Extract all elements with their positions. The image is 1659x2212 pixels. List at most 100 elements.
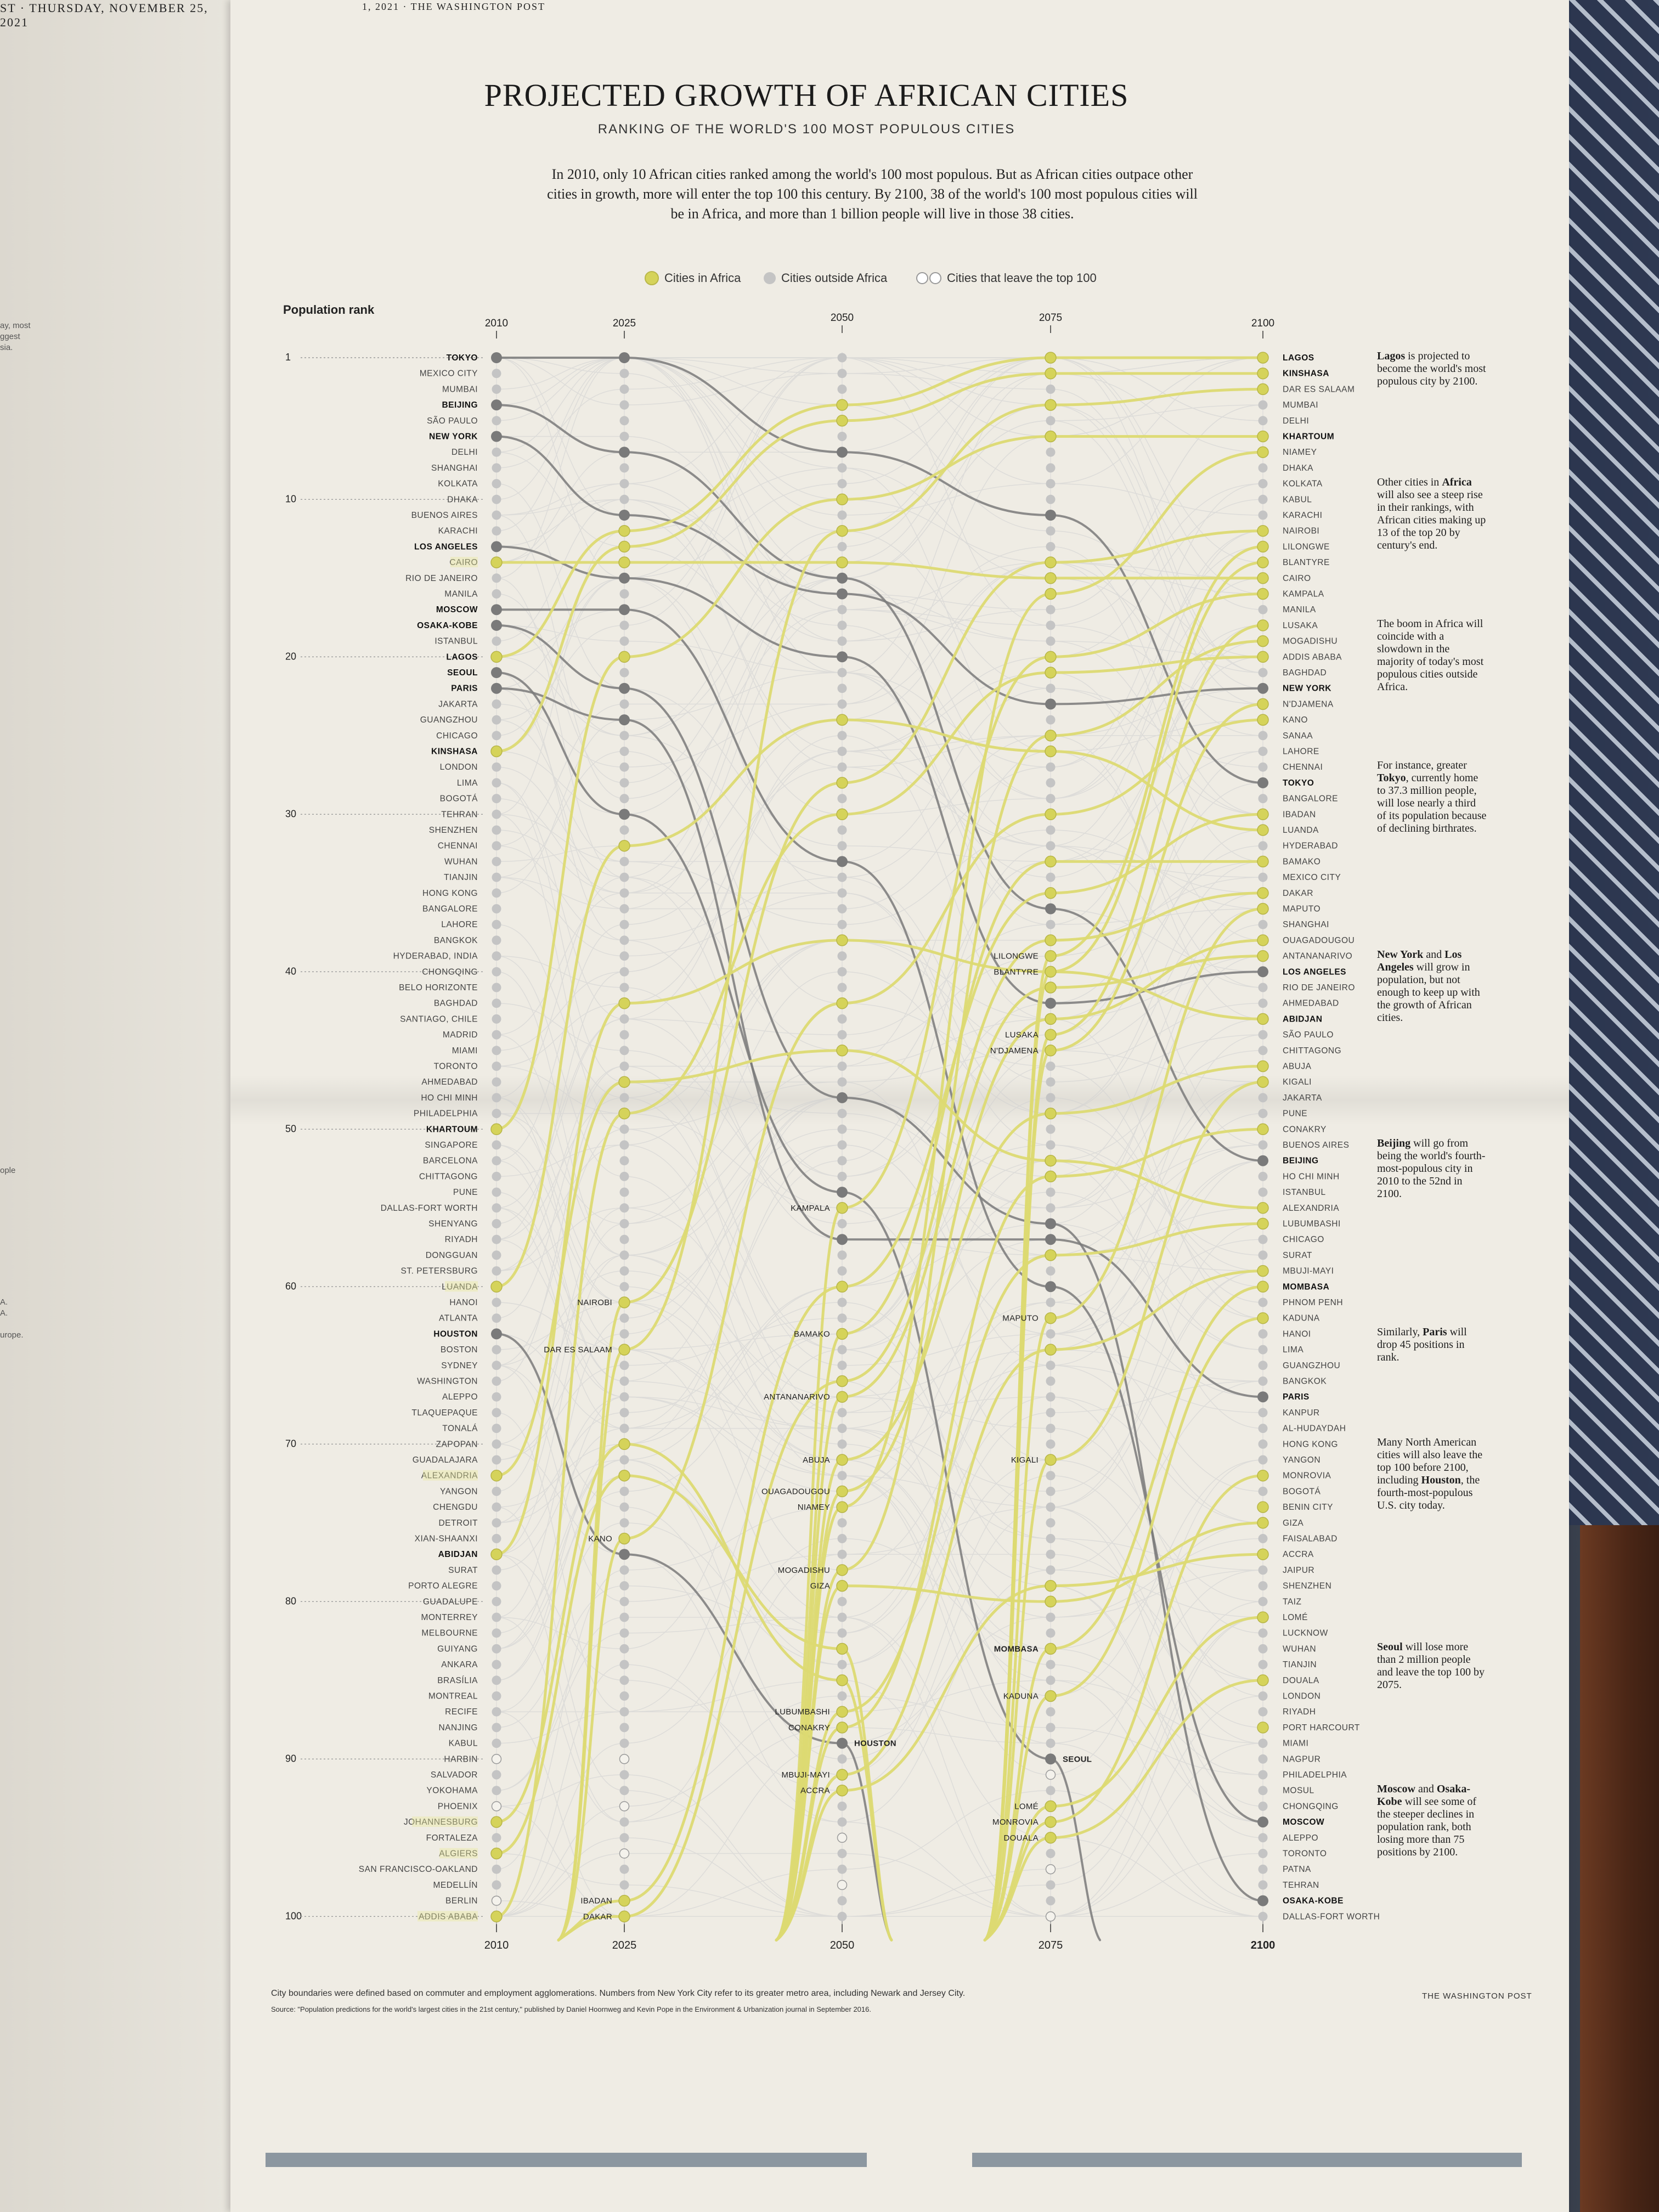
rank-dot-africa — [1045, 855, 1057, 868]
rank-dot — [837, 353, 847, 363]
city-path — [983, 1317, 1265, 1942]
city-path — [775, 640, 1265, 1942]
rank-dot — [619, 762, 629, 772]
rank-dot — [492, 731, 501, 741]
left-column-snippet: A. — [0, 1308, 8, 1318]
rank-dot — [1046, 526, 1056, 536]
city-label-2100: IBADAN — [1283, 810, 1316, 819]
city-label-2100: TAIZ — [1283, 1597, 1301, 1606]
city-label-2100: SURAT — [1283, 1251, 1312, 1260]
city-label-2100: SANAA — [1283, 731, 1313, 741]
rank-dot — [1046, 416, 1056, 426]
city-label-mid: LILONGWE — [994, 952, 1039, 961]
rank-dot — [619, 1660, 629, 1669]
city-label-2010: ATLANTA — [439, 1314, 478, 1323]
rank-dot-africa — [836, 1769, 848, 1781]
city-label-mid: KADUNA — [1003, 1692, 1039, 1701]
rank-dot-africa — [1045, 981, 1057, 994]
rank-dot — [492, 1833, 501, 1843]
background-path — [496, 672, 1263, 973]
rank-dot — [1258, 1408, 1268, 1418]
rank-dot — [837, 841, 847, 851]
background-path — [496, 924, 1263, 1098]
rank-dot-africa — [1257, 1611, 1269, 1623]
city-label-2100: RIYADH — [1283, 1707, 1316, 1717]
masthead-date: ST · THURSDAY, NOVEMBER 25, 2021 — [0, 1, 208, 29]
rank-dot — [837, 1156, 847, 1166]
rank-dot — [837, 1628, 847, 1638]
background-path — [496, 1349, 1263, 1712]
rank-dot — [1258, 1439, 1268, 1449]
rank-dot — [1046, 1471, 1056, 1481]
background-path — [496, 924, 1263, 1523]
city-label-2100: KIGALI — [1283, 1077, 1312, 1087]
city-label-2010: BUENOS AIRES — [411, 511, 478, 520]
rank-dot-africa — [1257, 887, 1269, 899]
rank-dot — [1258, 872, 1268, 882]
rank-dot — [492, 1140, 501, 1150]
rank-dot-africa — [490, 745, 503, 758]
city-path — [775, 860, 1265, 1942]
x-tick-label-bottom: 2010 — [484, 1939, 509, 1951]
city-label-mid: MBUJI-MAYI — [781, 1770, 830, 1780]
city-label-2010: DONGGUAN — [426, 1251, 478, 1260]
africa-label-highlight — [412, 1816, 478, 1827]
city-label-mid: NIAMEY — [798, 1503, 830, 1512]
city-label-2100: DAR ES SALAAM — [1283, 385, 1355, 394]
rank-dot — [1258, 1046, 1268, 1056]
city-label-2010: SANTIAGO, CHILE — [400, 1014, 478, 1024]
rank-dot — [492, 1203, 501, 1213]
rank-dot — [837, 1124, 847, 1134]
city-path — [775, 592, 1265, 1942]
city-label-2100: LUCKNOW — [1283, 1629, 1328, 1638]
city-path — [495, 939, 1265, 1556]
masthead-right: 1, 2021 · THE WASHINGTON POST — [362, 1, 546, 12]
rank-dot-leaving — [619, 1801, 630, 1812]
rank-dot-africa — [1045, 934, 1057, 946]
rank-dot — [492, 1628, 501, 1638]
rank-dot — [619, 1786, 629, 1796]
rank-dot — [1046, 715, 1056, 725]
rank-dot — [1046, 1140, 1056, 1150]
rank-dot — [1258, 1250, 1268, 1260]
rank-dot — [1258, 998, 1268, 1008]
city-label-2010: RECIFE — [445, 1707, 478, 1717]
city-label-2010: NEW YORK — [429, 432, 478, 442]
background-path — [496, 735, 1263, 1319]
city-label-2100: BLANTYRE — [1283, 558, 1330, 567]
rank-dot-africa — [1045, 1344, 1057, 1356]
rank-dot — [619, 463, 629, 473]
city-label-2100: PATNA — [1283, 1865, 1311, 1874]
rank-dot-highlight — [491, 1328, 502, 1340]
legend-item-africa: Cities in Africa — [645, 271, 741, 285]
rank-dot — [619, 1187, 629, 1197]
city-label-2100: AL-HUDAYDAH — [1283, 1424, 1346, 1434]
city-label-2010: ADDIS ABABA — [419, 1912, 478, 1921]
legend-item-leave: Cities that leave the top 100 — [916, 271, 1097, 285]
city-label-2010: BARCELONA — [423, 1156, 478, 1166]
background-path — [496, 452, 1263, 988]
rank-dot — [1046, 762, 1056, 772]
rank-dot — [1046, 1297, 1056, 1307]
city-label-mid: DAKAR — [583, 1912, 612, 1921]
rank-dot — [492, 369, 501, 379]
rank-dot — [619, 479, 629, 489]
rank-dot — [1258, 605, 1268, 614]
rank-dot-africa — [490, 1469, 503, 1482]
rank-dot — [1046, 1707, 1056, 1717]
rank-dot — [837, 919, 847, 929]
city-label-2100: BUENOS AIRES — [1283, 1141, 1349, 1150]
rank-dot-africa — [1045, 651, 1057, 663]
rank-dot-leaving — [837, 1832, 848, 1843]
rank-dot-highlight — [837, 1737, 848, 1749]
rank-dot-africa — [836, 1045, 848, 1057]
rank-dot — [492, 809, 501, 819]
background-path — [496, 1018, 1263, 1382]
city-label-2010: HOUSTON — [433, 1329, 478, 1339]
rank-dot — [837, 1849, 847, 1858]
rank-dot — [619, 1880, 629, 1890]
city-label-2100: KANPUR — [1283, 1408, 1320, 1418]
rank-dot — [492, 494, 501, 504]
city-label-2010: BEIJING — [442, 400, 478, 410]
legend-swatch-outside — [764, 272, 776, 284]
